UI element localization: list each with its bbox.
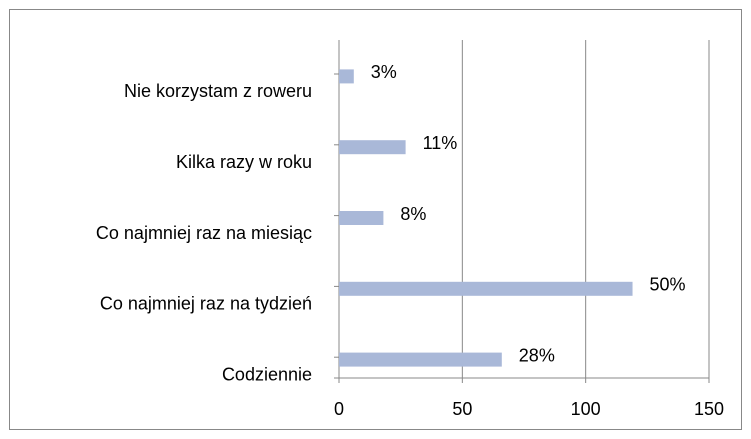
y-tick-label: Nie korzystam z roweru	[124, 81, 312, 101]
data-label: 50%	[650, 275, 686, 295]
data-label: 3%	[371, 62, 397, 82]
bar	[339, 211, 384, 225]
y-tick-label: Co najmniej raz na tydzień	[100, 294, 312, 314]
x-tick-label: 100	[571, 399, 601, 419]
data-label: 11%	[423, 133, 458, 153]
x-tick-label: 0	[334, 399, 344, 419]
x-tick-label: 150	[694, 399, 724, 419]
data-label: 28%	[519, 345, 555, 365]
bar	[339, 352, 502, 367]
bar	[339, 281, 633, 296]
bar	[339, 69, 354, 84]
bar	[339, 140, 406, 155]
y-tick-label: Codziennie	[222, 364, 312, 384]
y-tick-label: Co najmniej raz na miesiąc	[96, 223, 312, 243]
x-tick-label: 50	[452, 399, 472, 419]
data-label: 8%	[400, 204, 426, 224]
y-tick-label: Kilka razy w roku	[176, 152, 312, 172]
